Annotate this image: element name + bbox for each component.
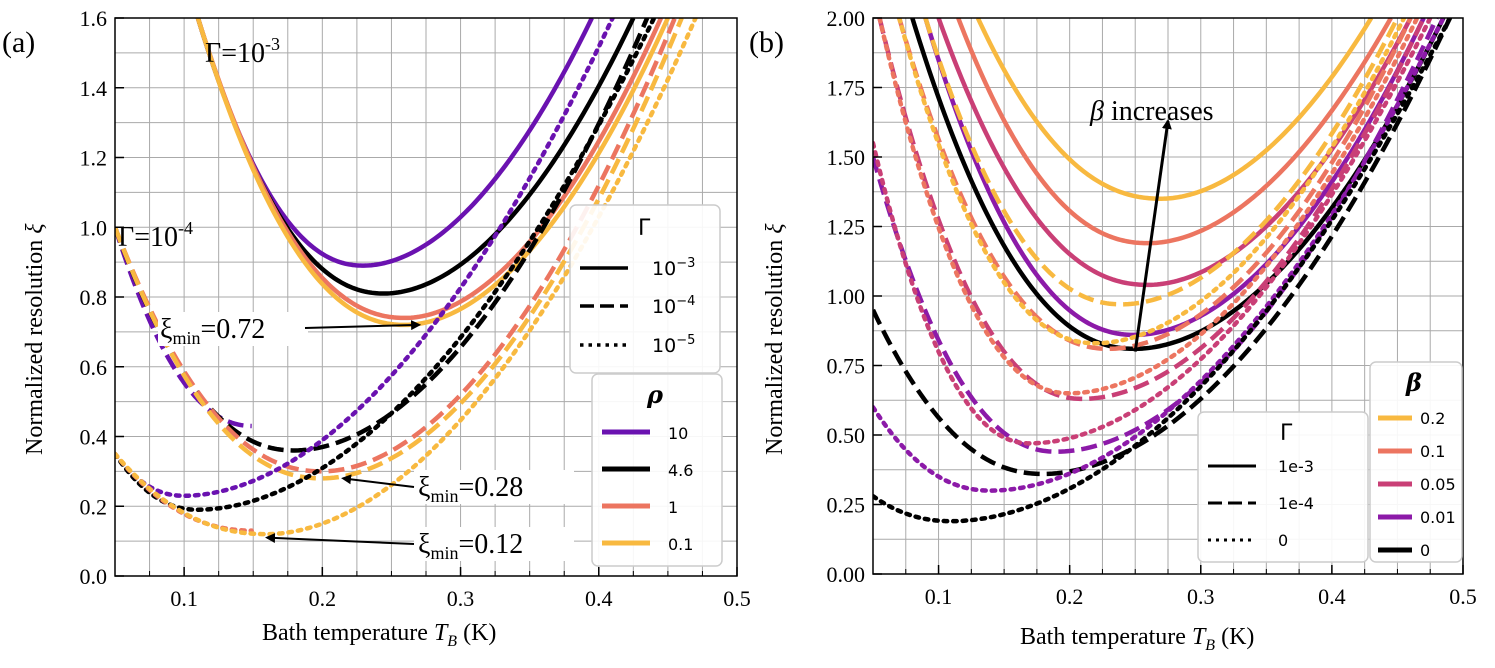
x-tick-label: 0.1 — [170, 586, 198, 611]
panel-b-ticks: 0.1 0.2 0.3 0.4 0.5 0.00 0.25 0.50 0.75 1.00 1.25 1… — [827, 6, 1477, 609]
legend-beta-title: β — [1405, 368, 1422, 397]
panel-a-ylabel: Normalized resolution ξ — [22, 223, 48, 455]
y-tick-label: 2.00 — [827, 6, 866, 31]
series-line-beta-0.2-solid — [975, 18, 1374, 201]
svg-text:β increases: β increases — [1089, 96, 1214, 127]
y-tick-label: 1.4 — [80, 76, 108, 101]
series-line-beta-0.05-dashed — [877, 18, 1426, 402]
legend-beta-label: 0.05 — [1420, 475, 1456, 494]
y-tick-label: 0.50 — [827, 423, 866, 448]
y-tick-label: 1.25 — [827, 215, 866, 240]
y-tick-label: 1.0 — [80, 215, 108, 240]
panel-a: (a) 0.1 0.2 0.3 0.4 0.5 0.0 0.2 0.4 0.6 0.8 1.0 1.2… — [2, 6, 751, 650]
legend-rho-label: 10 — [668, 424, 688, 443]
x-tick-label: 0.5 — [1449, 584, 1477, 609]
legend-rho-title: ρ — [646, 380, 664, 409]
x-tick-label: 0.2 — [309, 586, 337, 611]
y-tick-label: 0.2 — [80, 494, 108, 519]
panel-b-label: (b) — [749, 26, 784, 59]
x-tick-label: 0.4 — [585, 586, 613, 611]
series-line-beta-0-dotted — [873, 18, 1453, 524]
legend-b-gamma-entry-3: 0 — [1278, 531, 1288, 550]
x-tick-label: 0.1 — [925, 584, 953, 609]
series-line-beta-0.1-solid — [956, 18, 1393, 246]
panel-a-legend-gamma: Γ 10−3 10−4 10−5 — [569, 204, 721, 374]
series-line-beta-0-dashed — [873, 18, 1452, 477]
y-tick-label: 1.50 — [827, 145, 866, 170]
series-line-beta-0.2-dashed — [923, 18, 1400, 307]
series-line-beta-0.05-dotted — [873, 18, 1433, 446]
x-tick-label: 0.3 — [1187, 584, 1215, 609]
svg-text:ξmin=0.72: ξmin=0.72 — [160, 314, 265, 348]
annot-gamma-1e-3: Γ=10-3 — [205, 34, 280, 69]
panel-a-legend-rho: ρ 10 4.6 1 0.1 — [591, 373, 723, 567]
legend-gamma-entry-3: 10−5 — [652, 333, 695, 357]
panel-a-xlabel: Bath temperature TB (K) — [262, 620, 496, 650]
legend-rho-label: 0.1 — [668, 535, 693, 554]
panel-b-xlabel: Bath temperature TB (K) — [1020, 624, 1254, 654]
y-tick-label: 0.4 — [80, 425, 108, 450]
series-line-beta-0.1-dashed — [897, 18, 1413, 352]
series-line-beta-0.1-dotted — [877, 18, 1420, 396]
x-tick-label: 0.2 — [1056, 584, 1084, 609]
legend-gamma-entry-1: 10−3 — [652, 256, 695, 280]
y-tick-label: 0.6 — [80, 355, 108, 380]
series-line-rho-10-dotted — [115, 18, 615, 499]
panel-a-label: (a) — [2, 26, 35, 59]
series-line-rho-10-dashed — [115, 226, 252, 429]
legend-rho-label: 1 — [668, 498, 678, 517]
annot-ximin-012: ξmin=0.12 — [265, 527, 574, 563]
panel-a-ticks: 0.1 0.2 0.3 0.4 0.5 0.0 0.2 0.4 0.6 0.8 1.0 1.2 1.4 1… — [80, 6, 751, 611]
legend-b-gamma-title: Γ — [1280, 421, 1293, 446]
panel-b: (b) 0.1 0.2 0.3 0.4 0.5 0.00 0.25 0.50 0.75 1.00 1… — [749, 6, 1477, 654]
annot-ximin-028: ξmin=0.28 — [341, 470, 574, 506]
x-tick-label: 0.3 — [447, 586, 475, 611]
legend-rho-label: 4.6 — [668, 461, 693, 480]
y-tick-label: 0.0 — [80, 564, 108, 589]
series-line-beta-0.01-dotted — [873, 18, 1446, 493]
svg-text:ξmin=0.28: ξmin=0.28 — [418, 472, 523, 506]
x-tick-label: 0.4 — [1318, 584, 1346, 609]
y-tick-label: 1.2 — [80, 146, 108, 171]
y-tick-label: 1.00 — [827, 284, 866, 309]
panel-b-legend-beta: β 0.2 0.1 0.05 0.01 0 — [1369, 361, 1463, 563]
series-line-rho-0.1-dashed — [115, 18, 684, 481]
legend-b-gamma-entry-2: 1e-4 — [1278, 494, 1314, 513]
panel-b-legend-gamma: Γ 1e-3 1e-4 0 — [1197, 411, 1369, 563]
legend-b-gamma-entry-1: 1e-3 — [1278, 457, 1314, 476]
x-tick-label: 0.5 — [723, 586, 751, 611]
series-line-rho-4.6-dotted — [115, 18, 657, 512]
y-tick-label: 0.00 — [827, 562, 866, 587]
panel-a-series — [115, 18, 698, 537]
series-line-rho-0.1-dotted — [115, 18, 698, 537]
y-tick-label: 1.6 — [80, 6, 108, 31]
legend-beta-label: 0.01 — [1420, 508, 1456, 527]
y-tick-label: 0.8 — [80, 285, 108, 310]
legend-gamma-title: Γ — [638, 216, 651, 241]
series-line-beta-0.2-dotted — [896, 18, 1407, 346]
annot-ximin-072: ξmin=0.72 — [158, 312, 422, 348]
y-tick-label: 0.75 — [827, 354, 866, 379]
y-tick-label: 1.75 — [827, 76, 866, 101]
annot-gamma-1e-4: Γ=10-4 — [118, 218, 193, 253]
legend-beta-label: 0.2 — [1420, 409, 1445, 428]
y-tick-label: 0.25 — [827, 493, 866, 518]
svg-text:ξmin=0.12: ξmin=0.12 — [418, 529, 523, 563]
legend-beta-label: 0.1 — [1420, 442, 1445, 461]
series-line-rho-1-dotted — [115, 451, 254, 533]
legend-beta-label: 0 — [1420, 541, 1430, 560]
panel-b-ylabel: Normalized resolution ξ — [762, 223, 788, 455]
legend-gamma-entry-2: 10−4 — [652, 294, 695, 318]
annot-beta-increases: β increases — [1089, 96, 1214, 352]
